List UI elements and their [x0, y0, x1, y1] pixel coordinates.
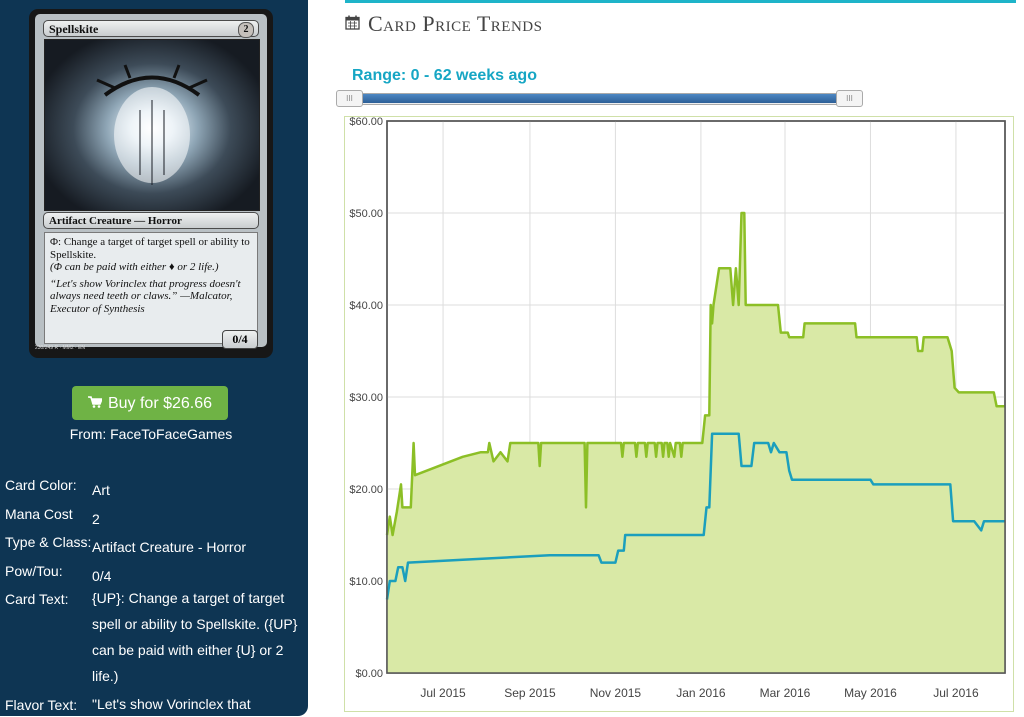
buy-button[interactable]: Buy for $26.66: [72, 386, 228, 420]
card-image: Spellskite 2 Artifact Creature — Horror …: [29, 9, 273, 358]
y-tick-label: $30.00: [349, 392, 383, 404]
x-tick-label: Jul 2016: [933, 686, 979, 700]
card-art: [44, 39, 260, 211]
card-flavor-text: “Let's show Vorinclex that progress does…: [50, 277, 241, 315]
price-chart-svg: $0.00 $10.00 $20.00 $30.00 $40.00 $50.00 $60.0…: [349, 117, 1006, 700]
card-power-toughness: 0/4: [222, 330, 258, 349]
card-rules-text: Φ: Change a target of target spell or ab…: [50, 236, 250, 261]
card-footer: 230/249 R · MM2 · EN: [35, 345, 86, 351]
section-accent-line: [345, 0, 1016, 3]
card-sidebar: Spellskite 2 Artifact Creature — Horror …: [0, 0, 308, 716]
card-name: Spellskite: [49, 22, 99, 36]
slider-selected-range: [358, 94, 840, 103]
range-label: Range: 0 - 62 weeks ago: [352, 67, 537, 84]
y-tick-label: $60.00: [349, 117, 383, 128]
calendar-icon: [345, 10, 360, 36]
series-line-1: [385, 432, 1005, 600]
series-line-0: [385, 211, 1005, 537]
x-tick-label: Jan 2016: [676, 686, 726, 700]
card-mana-cost: 2: [238, 22, 254, 38]
card-name-bar: Spellskite 2: [43, 20, 259, 38]
slider-left-handle[interactable]: III: [336, 90, 363, 107]
y-tick-label: $20.00: [349, 484, 383, 496]
card-art-creature-icon: [96, 64, 208, 185]
x-tick-label: Sep 2015: [504, 686, 556, 700]
x-tick-label: Mar 2016: [760, 686, 811, 700]
card-type-line: Artifact Creature — Horror: [43, 212, 259, 229]
card-frame: Spellskite 2 Artifact Creature — Horror …: [35, 14, 267, 349]
x-tick-label: Nov 2015: [590, 686, 642, 700]
cart-icon: [87, 386, 104, 420]
card-text-box: Φ: Change a target of target spell or ab…: [44, 232, 258, 344]
plot-border: [386, 120, 1006, 674]
x-tick-label: Jul 2015: [420, 686, 466, 700]
y-tick-label: $10.00: [349, 576, 383, 588]
y-tick-label: $50.00: [349, 208, 383, 220]
range-slider[interactable]: III III: [336, 90, 863, 107]
section-title: Card Price Trends: [345, 10, 542, 37]
card-rules-reminder: (Φ can be paid with either ♦ or 2 life.): [50, 261, 219, 273]
x-tick-label: May 2016: [844, 686, 897, 700]
price-chart: $0.00 $10.00 $20.00 $30.00 $40.00 $50.00 $60.0…: [344, 116, 1014, 712]
y-tick-label: $40.00: [349, 300, 383, 312]
slider-right-handle[interactable]: III: [836, 90, 863, 107]
buy-button-label: Buy for $26.66: [107, 395, 213, 412]
seller-label: From: FaceToFaceGames: [69, 426, 233, 442]
y-tick-label: $0.00: [355, 668, 383, 680]
